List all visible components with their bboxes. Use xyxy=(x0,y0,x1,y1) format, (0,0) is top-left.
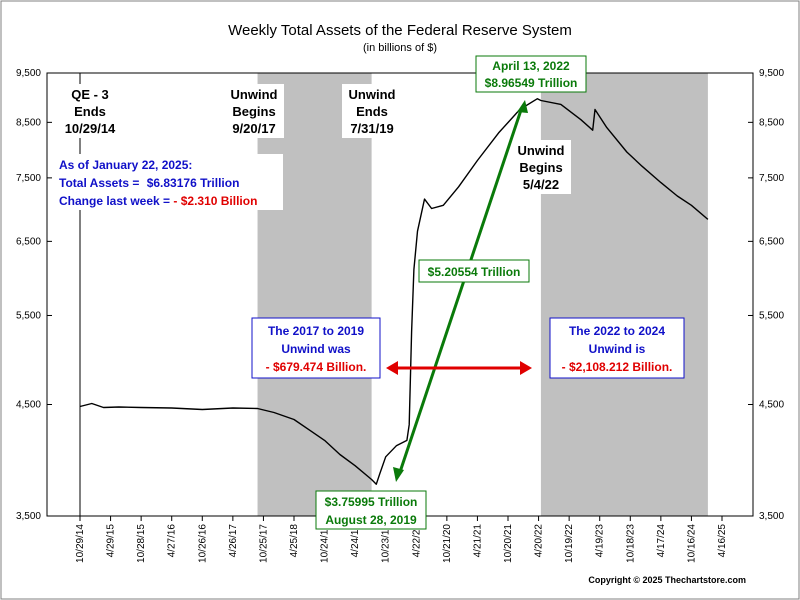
x-tick-label: 10/19/22 xyxy=(564,524,575,563)
annotation-unwind-begins-2017: Unwind Begins 9/20/17 xyxy=(224,84,284,138)
y-tick-label-right: 8,500 xyxy=(759,117,784,128)
peak-date: April 13, 2022 xyxy=(492,59,570,73)
x-tick-label: 4/27/16 xyxy=(167,524,178,558)
unwind-2017-line-1: Unwind xyxy=(231,87,278,102)
unwind-2022-line-1: Unwind xyxy=(518,143,565,158)
y-tick-label-left: 7,500 xyxy=(16,173,41,184)
unwind-ends-line-3: 7/31/19 xyxy=(350,121,393,136)
rise-value: $5.20554 Trillion xyxy=(428,265,521,279)
annotation-qe3-end: QE - 3 Ends 10/29/14 xyxy=(60,84,120,138)
annotation-unwind-2022-2024: The 2022 to 2024 Unwind is - $2,108.212 … xyxy=(549,317,685,379)
annotation-rise: $5.20554 Trillion xyxy=(418,259,530,283)
unwind-2022-line-3: 5/4/22 xyxy=(523,177,559,192)
x-tick-label: 4/17/24 xyxy=(656,524,667,558)
annotation-unwind-begins-2022: Unwind Begins 5/4/22 xyxy=(511,140,571,194)
y-tick-label-left: 9,500 xyxy=(16,68,41,79)
x-tick-label: 10/21/20 xyxy=(442,524,453,563)
unwind-2017-line-2: Begins xyxy=(232,104,275,119)
unwind-ends-line-2: Ends xyxy=(356,104,388,119)
trough-date: August 28, 2019 xyxy=(325,513,417,527)
y-tick-label-right: 7,500 xyxy=(759,173,784,184)
x-tick-label: 10/23/19 xyxy=(381,524,392,563)
as-of-line-1: As of January 22, 2025: xyxy=(59,158,192,172)
as-of-line-3: Change last week = - $2.310 Billion xyxy=(59,194,257,208)
x-tick-label: 4/16/25 xyxy=(717,524,728,558)
change-value: - $2.310 Billion xyxy=(173,194,257,208)
unwind-2017-line-3: 9/20/17 xyxy=(232,121,275,136)
annotation-peak: April 13, 2022 $8.96549 Trillion xyxy=(475,55,587,93)
unwind-17-19-line-1: The 2017 to 2019 xyxy=(268,324,364,338)
x-tick-label: 4/19/23 xyxy=(595,524,606,558)
y-tick-label-left: 5,500 xyxy=(16,310,41,321)
unwind-2022-line-2: Begins xyxy=(519,160,562,175)
x-tick-label: 10/18/23 xyxy=(625,524,636,563)
annotation-unwind-ends-2019: Unwind Ends 7/31/19 xyxy=(342,84,402,138)
y-tick-label-left: 6,500 xyxy=(16,236,41,247)
rise-arrow xyxy=(393,100,528,482)
x-tick-label: 4/21/21 xyxy=(472,524,483,558)
qe3-line-2: Ends xyxy=(74,104,106,119)
x-tick-label: 4/24/19 xyxy=(350,524,361,558)
x-tick-label: 10/26/16 xyxy=(197,524,208,563)
series-layer xyxy=(79,97,709,485)
annotation-as-of: As of January 22, 2025: Total Assets = $… xyxy=(55,154,283,210)
y-tick-label-right: 4,500 xyxy=(759,400,784,411)
shaded-region-2 xyxy=(540,73,708,516)
peak-value: $8.96549 Trillion xyxy=(485,76,578,90)
copyright: Copyright © 2025 Thechartstore.com xyxy=(588,575,746,585)
y-tick-label-left: 3,500 xyxy=(16,511,41,522)
y-tick-label-right: 9,500 xyxy=(759,68,784,79)
x-tick-label: 4/29/15 xyxy=(106,524,117,558)
shaded-region-1 xyxy=(257,73,372,516)
annotation-unwind-2017-2019: The 2017 to 2019 Unwind was - $679.474 B… xyxy=(251,317,381,379)
chart-title: Weekly Total Assets of the Federal Reser… xyxy=(228,22,572,39)
x-tick-label: 10/20/21 xyxy=(503,524,514,563)
x-tick-label: 10/28/15 xyxy=(136,524,147,563)
total-assets-label: Total Assets = xyxy=(59,176,143,190)
comparison-arrow xyxy=(386,361,532,375)
y-tick-label-right: 5,500 xyxy=(759,310,784,321)
total-assets-value: $6.83176 Trillion xyxy=(147,176,240,190)
unwind-22-24-line-2: Unwind is xyxy=(589,342,646,356)
as-of-line-2: Total Assets = $6.83176 Trillion xyxy=(59,176,239,190)
x-tick-label: 10/25/17 xyxy=(258,524,269,563)
qe3-line-3: 10/29/14 xyxy=(65,121,116,136)
change-label: Change last week = xyxy=(59,194,173,208)
unwind-ends-line-1: Unwind xyxy=(349,87,396,102)
annotation-trough: $3.75995 Trillion August 28, 2019 xyxy=(315,490,427,530)
unwind-22-24-value: - $2,108.212 Billion. xyxy=(562,360,673,374)
unwind-17-19-value: - $679.474 Billion. xyxy=(266,360,367,374)
qe3-line-1: QE - 3 xyxy=(71,87,109,102)
x-tick-label: 10/16/24 xyxy=(686,524,697,563)
shaded-regions xyxy=(257,73,708,516)
series-line-1 xyxy=(79,97,709,485)
chart-subtitle: (in billions of $) xyxy=(363,42,437,54)
unwind-22-24-line-1: The 2022 to 2024 xyxy=(569,324,665,338)
trough-value: $3.75995 Trillion xyxy=(325,495,418,509)
x-tick-label: 4/22/20 xyxy=(411,524,422,558)
axis-ticks: 3,500 3,500 4,500 4,500 5,500 5,500 6,500 6,500… xyxy=(16,68,784,563)
y-tick-label-left: 8,500 xyxy=(16,117,41,128)
x-tick-label: 4/25/18 xyxy=(289,524,300,558)
y-tick-label-right: 3,500 xyxy=(759,511,784,522)
x-tick-label: 10/24/18 xyxy=(320,524,331,563)
x-tick-label: 4/26/17 xyxy=(228,524,239,558)
x-tick-label: 4/20/22 xyxy=(534,524,545,558)
y-tick-label-left: 4,500 xyxy=(16,400,41,411)
unwind-17-19-line-2: Unwind was xyxy=(281,342,351,356)
x-tick-label: 10/29/14 xyxy=(75,524,86,563)
y-tick-label-right: 6,500 xyxy=(759,236,784,247)
